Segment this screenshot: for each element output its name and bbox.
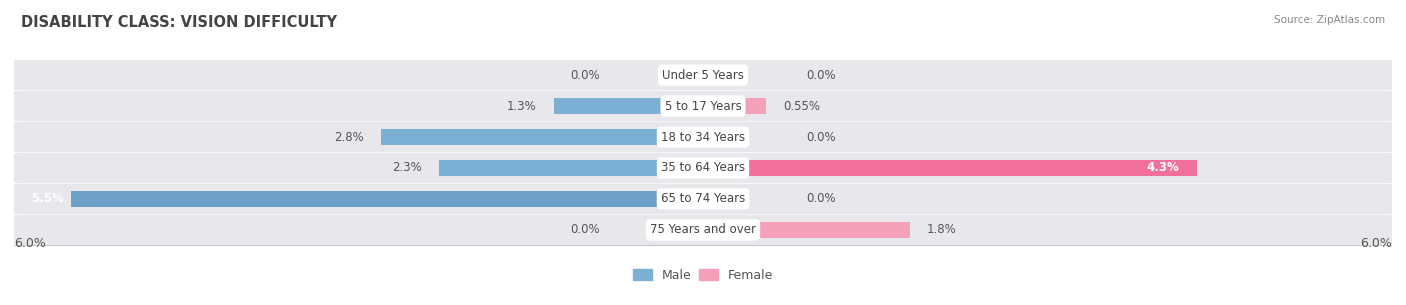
Text: Source: ZipAtlas.com: Source: ZipAtlas.com xyxy=(1274,15,1385,25)
Text: 2.3%: 2.3% xyxy=(392,161,422,174)
FancyBboxPatch shape xyxy=(11,60,1395,90)
Text: 35 to 64 Years: 35 to 64 Years xyxy=(661,161,745,174)
Text: 75 Years and over: 75 Years and over xyxy=(650,224,756,236)
Bar xyxy=(703,222,910,238)
FancyBboxPatch shape xyxy=(11,122,1395,152)
FancyBboxPatch shape xyxy=(11,215,1395,245)
Bar xyxy=(381,129,703,145)
Text: 0.55%: 0.55% xyxy=(783,99,820,113)
Text: 0.0%: 0.0% xyxy=(807,131,837,144)
Text: 0.0%: 0.0% xyxy=(569,69,599,81)
Bar xyxy=(703,191,724,207)
FancyBboxPatch shape xyxy=(11,91,1395,121)
Text: 0.0%: 0.0% xyxy=(807,192,837,206)
Text: 6.0%: 6.0% xyxy=(1360,237,1392,250)
Text: 2.8%: 2.8% xyxy=(335,131,364,144)
Text: 0.0%: 0.0% xyxy=(807,69,837,81)
Text: 1.8%: 1.8% xyxy=(927,224,956,236)
Text: 5.5%: 5.5% xyxy=(31,192,65,206)
Bar xyxy=(72,191,703,207)
Bar xyxy=(703,160,1197,176)
Bar xyxy=(703,67,724,83)
Bar xyxy=(554,98,703,114)
Legend: Male, Female: Male, Female xyxy=(628,264,778,287)
Text: 5 to 17 Years: 5 to 17 Years xyxy=(665,99,741,113)
Bar xyxy=(682,67,703,83)
Text: 4.3%: 4.3% xyxy=(1147,161,1180,174)
Text: 6.0%: 6.0% xyxy=(14,237,46,250)
FancyBboxPatch shape xyxy=(11,184,1395,214)
Text: Under 5 Years: Under 5 Years xyxy=(662,69,744,81)
Text: 18 to 34 Years: 18 to 34 Years xyxy=(661,131,745,144)
Text: 0.0%: 0.0% xyxy=(569,224,599,236)
Bar xyxy=(703,129,724,145)
Bar xyxy=(682,222,703,238)
FancyBboxPatch shape xyxy=(11,153,1395,183)
Text: 1.3%: 1.3% xyxy=(506,99,537,113)
Text: 65 to 74 Years: 65 to 74 Years xyxy=(661,192,745,206)
Text: DISABILITY CLASS: VISION DIFFICULTY: DISABILITY CLASS: VISION DIFFICULTY xyxy=(21,15,337,30)
Bar xyxy=(439,160,703,176)
Bar xyxy=(703,98,766,114)
